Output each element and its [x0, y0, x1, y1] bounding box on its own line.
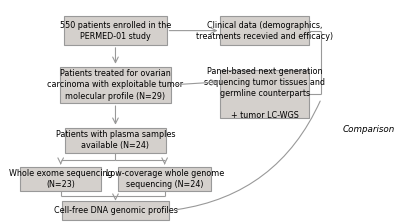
- Text: Clinical data (demographics,
treatments recevied and efficacy): Clinical data (demographics, treatments …: [196, 21, 333, 41]
- Text: Comparison: Comparison: [343, 125, 395, 134]
- Text: 550 patients enrolled in the
PERMED-01 study: 550 patients enrolled in the PERMED-01 s…: [60, 21, 171, 41]
- FancyBboxPatch shape: [62, 201, 169, 219]
- Text: Cell-free DNA genomic profiles: Cell-free DNA genomic profiles: [54, 206, 178, 215]
- Text: Whole exome sequencing
(N=23): Whole exome sequencing (N=23): [9, 169, 112, 189]
- Text: Low-coverage whole genome
sequencing (N=24): Low-coverage whole genome sequencing (N=…: [106, 169, 224, 189]
- FancyBboxPatch shape: [20, 167, 101, 191]
- FancyBboxPatch shape: [220, 16, 309, 45]
- FancyBboxPatch shape: [64, 16, 166, 45]
- FancyBboxPatch shape: [60, 67, 171, 103]
- FancyBboxPatch shape: [118, 167, 211, 191]
- FancyBboxPatch shape: [220, 70, 309, 118]
- Text: Panel-based next generation
sequencing tumor tissues and
germline counterparts

: Panel-based next generation sequencing t…: [204, 67, 325, 120]
- Text: Patients treated for ovarian
carcinoma with exploitable tumor
molecular profile : Patients treated for ovarian carcinoma w…: [48, 69, 184, 101]
- FancyBboxPatch shape: [65, 128, 166, 153]
- Text: Patients with plasma samples
available (N=24): Patients with plasma samples available (…: [56, 130, 175, 150]
- FancyArrowPatch shape: [177, 101, 320, 210]
